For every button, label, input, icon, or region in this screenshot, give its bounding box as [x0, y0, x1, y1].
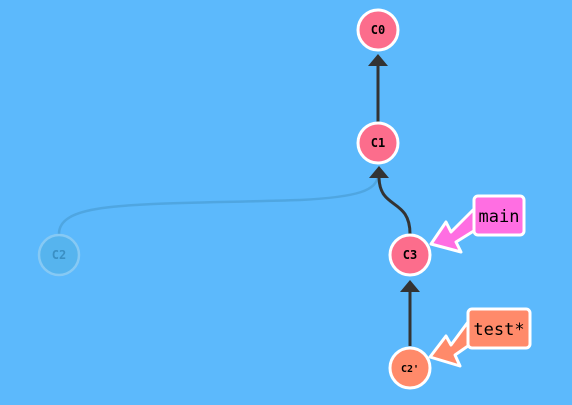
commit-label-c1: C1 [371, 136, 385, 150]
arrowhead-c3 [400, 280, 420, 292]
edge-c3-c1 [377, 177, 412, 235]
commit-label-c2: C2 [52, 248, 66, 262]
branch-label-main: main [479, 207, 520, 227]
branch-tag-main [472, 194, 526, 237]
branch-label-test: test* [473, 320, 524, 340]
commit-label-c0: C0 [371, 23, 385, 37]
commit-node-c2-prime[interactable]: C2' [388, 346, 432, 390]
arrowhead-c1 [369, 166, 389, 178]
arrowhead-c0 [368, 54, 388, 66]
commit-node-c0[interactable]: C0 [356, 8, 400, 52]
commit-node-c1[interactable]: C1 [356, 121, 400, 165]
branch-tag-test [466, 307, 532, 350]
commit-node-c2-ghost[interactable]: C2 [37, 233, 81, 277]
commit-label-c3: C3 [403, 248, 417, 262]
branch-test[interactable]: test* [428, 307, 532, 368]
commit-label-c2-prime: C2' [401, 364, 419, 375]
commit-node-c3[interactable]: C3 [388, 233, 432, 277]
branch-main[interactable]: main [429, 194, 526, 254]
ghost-edge-c2-c1 [57, 175, 380, 235]
